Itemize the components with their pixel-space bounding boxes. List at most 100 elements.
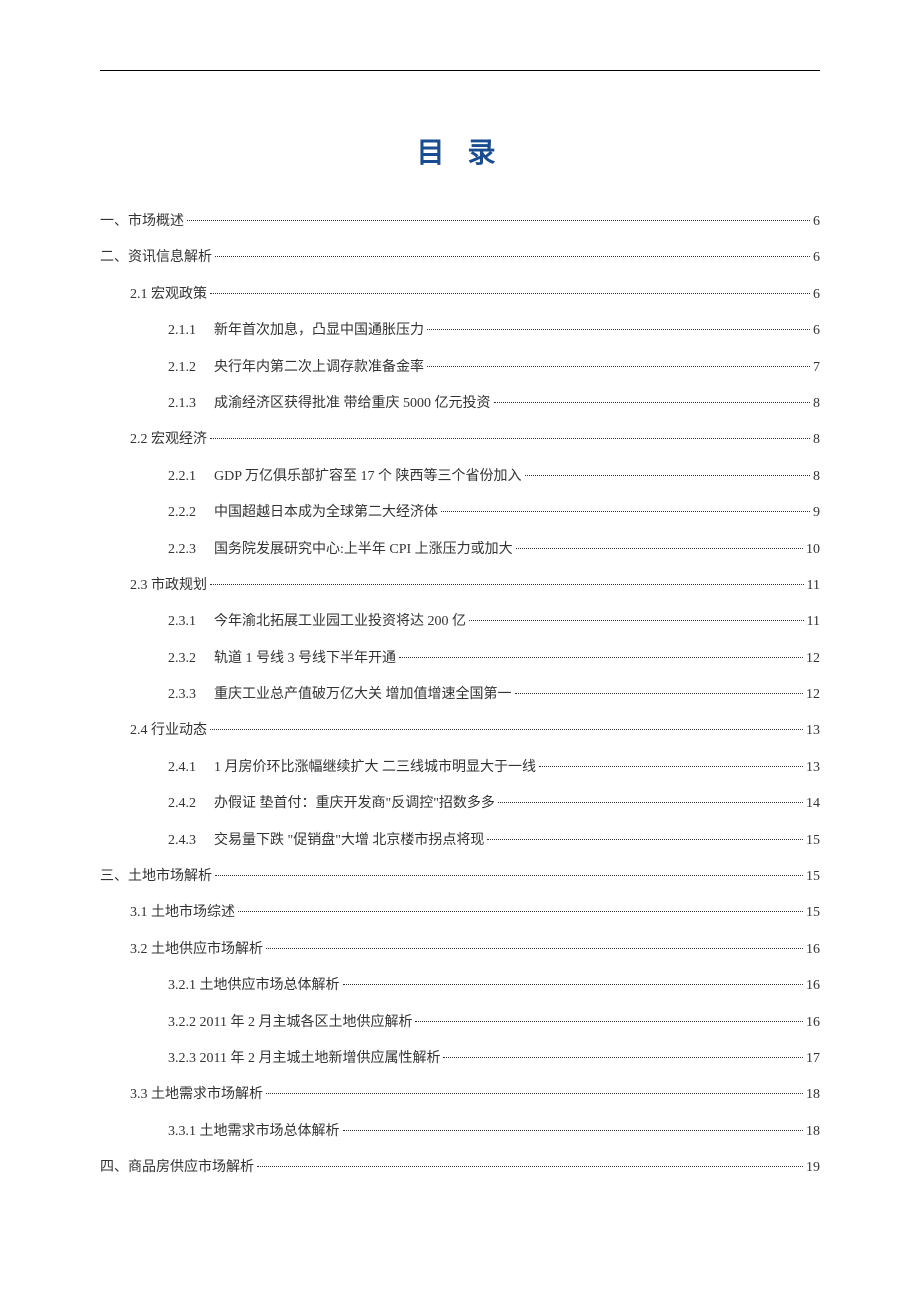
toc-leader-dots (525, 475, 811, 476)
toc-row: 一、市场概述 6 (100, 211, 820, 233)
toc-entry-text: 2.1.1新年首次加息，凸显中国通胀压力 (168, 320, 424, 342)
toc-entry-text: 3.2.2 2011 年 2 月主城各区土地供应解析 (168, 1012, 412, 1034)
toc-leader-dots (210, 438, 810, 439)
toc-leader-dots (494, 402, 811, 403)
toc-page-number: 6 (813, 211, 820, 233)
toc-leader-dots (427, 329, 810, 330)
toc-row: 2.1.1新年首次加息，凸显中国通胀压力 6 (168, 320, 820, 342)
toc-entry-text: 3.2 土地供应市场解析 (130, 939, 263, 961)
toc-entry-text: 2.2.1GDP 万亿俱乐部扩容至 17 个 陕西等三个省份加入 (168, 466, 522, 488)
toc-page-number: 18 (806, 1084, 820, 1106)
toc-page-number: 15 (806, 830, 820, 852)
toc-entry-text: 一、市场概述 (100, 211, 184, 233)
toc-row: 2.4.3交易量下跌 "促销盘"大增 北京楼市拐点将现 15 (168, 830, 820, 852)
toc-row: 四、商品房供应市场解析19 (100, 1157, 820, 1179)
toc-entry-text: 三、土地市场解析 (100, 866, 212, 888)
toc-page-number: 8 (813, 466, 820, 488)
toc-entry-text: 3.2.1 土地供应市场总体解析 (168, 975, 340, 997)
toc-page-number: 16 (806, 1012, 820, 1034)
toc-row: 2.3.3重庆工业总产值破万亿大关 增加值增速全国第一 12 (168, 684, 820, 706)
toc-page-number: 13 (806, 757, 820, 779)
toc-entry-text: 2.4.2办假证 垫首付：重庆开发商"反调控"招数多多 (168, 793, 495, 815)
toc-row: 3.2.2 2011 年 2 月主城各区土地供应解析 16 (168, 1012, 820, 1034)
toc-page-number: 12 (806, 648, 820, 670)
toc-entry-text: 二、资讯信息解析 (100, 247, 212, 269)
toc-page-number: 15 (806, 866, 820, 888)
toc-row: 2.2.1GDP 万亿俱乐部扩容至 17 个 陕西等三个省份加入 8 (168, 466, 820, 488)
toc-entry-text: 2.4.11 月房价环比涨幅继续扩大 二三线城市明显大于一线 (168, 757, 536, 779)
toc-leader-dots (187, 220, 810, 221)
toc-leader-dots (238, 911, 803, 912)
header-divider (100, 70, 820, 71)
toc-leader-dots (215, 875, 803, 876)
toc-page-number: 13 (806, 720, 820, 742)
toc-page-number: 9 (813, 502, 820, 524)
toc-leader-dots (516, 548, 803, 549)
toc-leader-dots (266, 948, 803, 949)
toc-page-number: 14 (806, 793, 820, 815)
toc-leader-dots (441, 511, 810, 512)
toc-entry-text: 3.3.1 土地需求市场总体解析 (168, 1121, 340, 1143)
toc-row: 3.1 土地市场综述 15 (130, 902, 820, 924)
toc-entry-text: 3.1 土地市场综述 (130, 902, 235, 924)
page-title: 目 录 (100, 131, 820, 171)
table-of-contents: 一、市场概述6二、资讯信息解析62.1 宏观政策62.1.1新年首次加息，凸显中… (100, 211, 820, 1180)
toc-entry-text: 2.1.2央行年内第二次上调存款准备金率 (168, 357, 424, 379)
toc-page-number: 12 (806, 684, 820, 706)
toc-page-number: 6 (813, 320, 820, 342)
toc-leader-dots (487, 839, 803, 840)
toc-leader-dots (257, 1166, 803, 1167)
toc-row: 2.1.2央行年内第二次上调存款准备金率 7 (168, 357, 820, 379)
toc-page-number: 7 (813, 357, 820, 379)
toc-row: 3.2.1 土地供应市场总体解析 16 (168, 975, 820, 997)
toc-page-number: 16 (806, 975, 820, 997)
toc-entry-text: 2.2.2中国超越日本成为全球第二大经济体 (168, 502, 438, 524)
toc-entry-text: 2.1 宏观政策 (130, 284, 207, 306)
toc-leader-dots (210, 584, 804, 585)
toc-row: 二、资讯信息解析 6 (100, 247, 820, 269)
toc-entry-text: 2.3.1今年渝北拓展工业园工业投资将达 200 亿 (168, 611, 466, 633)
toc-row: 2.4.11 月房价环比涨幅继续扩大 二三线城市明显大于一线 13 (168, 757, 820, 779)
toc-entry-text: 3.3 土地需求市场解析 (130, 1084, 263, 1106)
toc-page-number: 10 (806, 539, 820, 561)
toc-leader-dots (415, 1021, 803, 1022)
toc-entry-text: 2.1.3成渝经济区获得批准 带给重庆 5000 亿元投资 (168, 393, 491, 415)
toc-page-number: 15 (806, 902, 820, 924)
toc-leader-dots (515, 693, 804, 694)
toc-row: 2.1.3成渝经济区获得批准 带给重庆 5000 亿元投资 8 (168, 393, 820, 415)
toc-row: 2.3.2轨道 1 号线 3 号线下半年开通 12 (168, 648, 820, 670)
toc-page-number: 18 (806, 1121, 820, 1143)
toc-row: 三、土地市场解析 15 (100, 866, 820, 888)
toc-page-number: 11 (807, 575, 820, 597)
toc-leader-dots (266, 1093, 803, 1094)
toc-leader-dots (539, 766, 803, 767)
toc-row: 2.3.1今年渝北拓展工业园工业投资将达 200 亿 11 (168, 611, 820, 633)
toc-row: 2.1 宏观政策6 (130, 284, 820, 306)
toc-leader-dots (427, 366, 810, 367)
toc-entry-text: 2.2 宏观经济 (130, 429, 207, 451)
toc-row: 3.2.3 2011 年 2 月主城土地新增供应属性解析 17 (168, 1048, 820, 1070)
toc-page-number: 8 (813, 393, 820, 415)
toc-entry-text: 2.3.2轨道 1 号线 3 号线下半年开通 (168, 648, 396, 670)
toc-row: 2.4 行业动态 13 (130, 720, 820, 742)
toc-page-number: 16 (806, 939, 820, 961)
toc-leader-dots (399, 657, 803, 658)
toc-page-number: 17 (806, 1048, 820, 1070)
toc-row: 2.2 宏观经济 8 (130, 429, 820, 451)
toc-row: 2.4.2办假证 垫首付：重庆开发商"反调控"招数多多 14 (168, 793, 820, 815)
toc-entry-text: 3.2.3 2011 年 2 月主城土地新增供应属性解析 (168, 1048, 440, 1070)
toc-entry-text: 2.4.3交易量下跌 "促销盘"大增 北京楼市拐点将现 (168, 830, 484, 852)
toc-row: 2.3 市政规划 11 (130, 575, 820, 597)
toc-page-number: 11 (807, 611, 820, 633)
toc-entry-text: 2.3 市政规划 (130, 575, 207, 597)
toc-leader-dots (498, 802, 803, 803)
toc-entry-text: 2.4 行业动态 (130, 720, 207, 742)
toc-page-number: 8 (813, 429, 820, 451)
toc-leader-dots (469, 620, 804, 621)
toc-leader-dots (210, 293, 810, 294)
toc-row: 3.3.1 土地需求市场总体解析 18 (168, 1121, 820, 1143)
toc-leader-dots (343, 984, 804, 985)
toc-page-number: 6 (813, 247, 820, 269)
toc-entry-text: 2.3.3重庆工业总产值破万亿大关 增加值增速全国第一 (168, 684, 512, 706)
toc-leader-dots (210, 729, 803, 730)
